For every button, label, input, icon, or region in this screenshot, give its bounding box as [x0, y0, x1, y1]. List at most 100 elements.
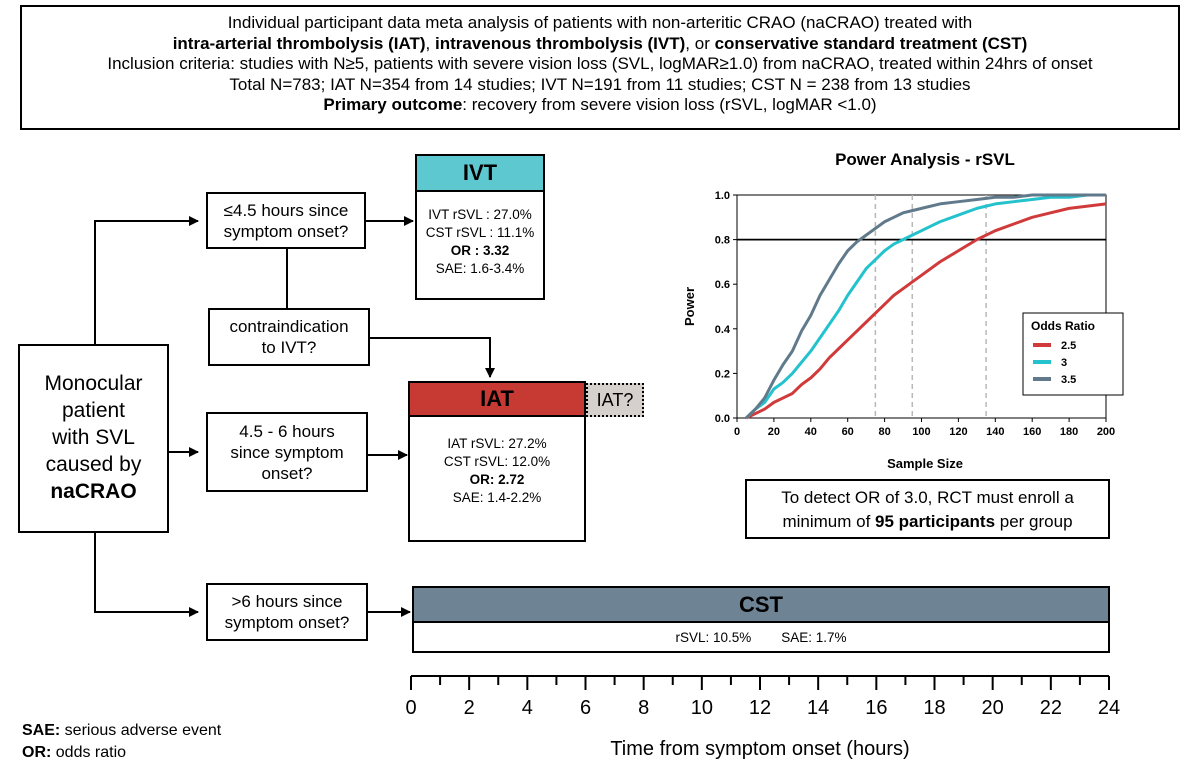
header-line-3: Inclusion criteria: studies with N≥5, pa…: [107, 54, 1093, 73]
ivt-or: OR : 3.32: [450, 243, 510, 258]
arrow-to-q4: [94, 532, 199, 617]
header-line-5: Primary outcome: recovery from severe vi…: [22, 95, 1178, 116]
power-note-a: minimum of: [782, 512, 876, 531]
iat-cst-rsvl: CST rSVL: 12.0%: [443, 454, 551, 469]
y-tick-label: 0.0: [715, 413, 730, 425]
iat-or: OR: 2.72: [469, 472, 525, 487]
arrow-to-q1: [94, 216, 199, 345]
chart-title: Power Analysis - rSVL: [835, 150, 1015, 169]
q3-line-2: since symptom: [230, 442, 344, 462]
timeline-tick-label: 24: [1098, 697, 1120, 719]
iat-title: IAT: [408, 381, 586, 417]
footnote-or: OR: odds ratio: [22, 742, 221, 764]
timeline-axis: 0 2 4 6 8 10 12 14 16 18 20 22 24: [405, 675, 1120, 719]
question-contraindication: contraindication to IVT?: [208, 308, 370, 366]
ivt-cst-rsvl: CST rSVL : 11.1%: [425, 225, 535, 240]
timeline-tick-label: 0: [405, 697, 416, 719]
header-sep-1: ,: [425, 33, 435, 53]
y-axis-label: Power: [682, 287, 697, 326]
question-under-4-5h: ≤4.5 hours since symptom onset?: [206, 192, 366, 249]
power-note-b: 95 participants: [875, 512, 996, 531]
q2-line-1: contraindication: [229, 317, 349, 336]
header-iat: intra-arterial thrombolysis (IAT): [172, 33, 426, 53]
q1-line-2: symptom onset?: [223, 221, 349, 241]
patient-line-5: naCRAO: [50, 480, 137, 503]
series-line-2-5: [745, 202, 1107, 420]
q3-line-3: onset?: [261, 463, 313, 483]
iat-rsvl: IAT rSVL: 27.2%: [447, 436, 547, 451]
timeline-label: Time from symptom onset (hours): [610, 738, 910, 760]
timeline-tick-label: 18: [923, 697, 945, 719]
timeline-tick-label: 8: [638, 697, 649, 719]
iat-sae: SAE: 1.4-2.2%: [452, 490, 542, 505]
series-line-3-5: [745, 193, 1106, 420]
x-tick-label: 160: [1023, 426, 1041, 438]
iat-results: IAT rSVL: 27.2% CST rSVL: 12.0% OR: 2.72…: [408, 415, 586, 542]
power-chart: 0.0 0.2 0.4 0.6 0.8 1.0 0 20 40 60 80 100 120 140 160 1…: [682, 190, 1124, 438]
question-over-6h: >6 hours since symptom onset?: [206, 583, 368, 641]
header-sep-2: , or: [685, 33, 715, 53]
legend-box: [1022, 312, 1124, 396]
patient-line-2: patient: [61, 399, 126, 422]
iat-optional-badge: IAT?: [586, 383, 644, 417]
timeline-tick-label: 22: [1040, 697, 1062, 719]
x-tick-label: 60: [842, 426, 854, 438]
header-line-4: Total N=783; IAT N=354 from 14 studies; …: [229, 74, 971, 94]
cst-results: rSVL: 10.5% SAE: 1.7%: [412, 621, 1110, 653]
cst-sae: SAE: 1.7%: [781, 629, 847, 645]
x-tick-label: 80: [878, 426, 890, 438]
x-tick-label: 200: [1097, 426, 1115, 438]
footnote-sae-key: SAE:: [22, 722, 61, 739]
footnote-or-value: odds ratio: [51, 744, 127, 761]
x-tick-label: 0: [734, 426, 740, 438]
power-note-box: To detect OR of 3.0, RCT must enroll a m…: [745, 479, 1110, 539]
y-tick-label: 1.0: [715, 190, 730, 202]
legend-title: Odds Ratio: [1031, 319, 1095, 333]
patient-line-3: with SVL: [52, 426, 135, 449]
ivt-rsvl: IVT rSVL : 27.0%: [428, 207, 532, 222]
timeline-tick-label: 4: [522, 697, 533, 719]
patient-line-4: caused by: [45, 453, 142, 476]
x-tick-label: 20: [768, 426, 780, 438]
x-tick-label: 100: [912, 426, 930, 438]
cst-title: CST: [412, 586, 1110, 623]
ivt-title: IVT: [415, 154, 545, 192]
patient-box: Monocular patient with SVL caused by naC…: [18, 344, 169, 533]
q4-line-1: >6 hours since: [231, 592, 343, 611]
y-tick-label: 0.8: [715, 235, 730, 247]
power-note-line-1: To detect OR of 3.0, RCT must enroll a: [781, 488, 1074, 507]
cst-rsvl: rSVL: 10.5%: [675, 629, 752, 645]
header-ivt: intravenous thrombolysis (IVT): [434, 33, 686, 53]
y-tick-label: 0.4: [715, 324, 731, 336]
footnote-or-key: OR:: [22, 744, 52, 761]
q3-line-1: 4.5 - 6 hours: [239, 421, 335, 441]
x-tick-label: 40: [805, 426, 817, 438]
timeline-tick-label: 20: [982, 697, 1004, 719]
y-tick-label: 0.2: [715, 368, 730, 380]
q1-line-1: ≤4.5 hours since: [223, 200, 349, 220]
legend-label: 3: [1061, 357, 1067, 369]
study-summary-box: Individual participant data meta analysi…: [20, 5, 1180, 130]
question-4-5-to-6h: 4.5 - 6 hours since symptom onset?: [206, 412, 368, 492]
legend-label: 2.5: [1061, 340, 1076, 352]
y-tick-label: 0.6: [715, 279, 730, 291]
timeline-tick-label: 10: [691, 697, 713, 719]
timeline-tick-label: 12: [749, 697, 771, 719]
footnote-sae-value: serious adverse event: [60, 722, 222, 739]
q4-line-2: symptom onset?: [224, 613, 350, 632]
header-line-1: Individual participant data meta analysi…: [227, 13, 973, 32]
header-cst: conservative standard treatment (CST): [714, 33, 1028, 53]
arrow-q2-to-iat: [370, 337, 495, 378]
ivt-sae: SAE: 1.6-3.4%: [435, 261, 525, 276]
legend-label: 3.5: [1061, 374, 1076, 386]
x-tick-label: 180: [1060, 426, 1078, 438]
x-tick-label: 120: [949, 426, 967, 438]
footnote-sae: SAE: serious adverse event: [22, 720, 221, 742]
chart-xlabel: Sample Size: [887, 456, 963, 471]
q2-line-2: to IVT?: [261, 338, 317, 357]
ivt-results: IVT rSVL : 27.0% CST rSVL : 11.1% OR : 3…: [415, 190, 545, 300]
timeline-tick-label: 2: [464, 697, 475, 719]
series-line-3: [745, 193, 1106, 420]
patient-line-1: Monocular: [44, 372, 143, 395]
